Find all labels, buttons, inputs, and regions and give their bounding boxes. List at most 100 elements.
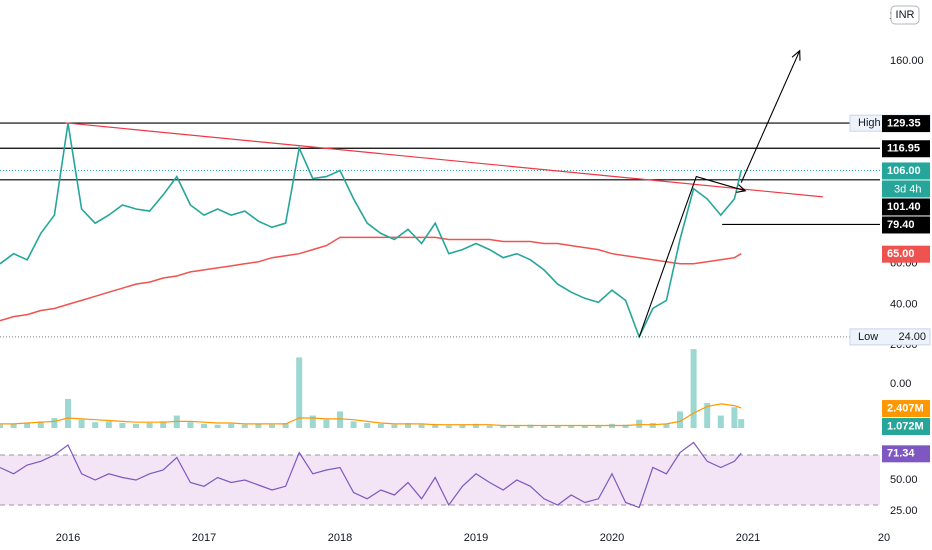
tag-label: 101.40 xyxy=(887,201,921,213)
volume-bar xyxy=(527,424,534,428)
volume-bar xyxy=(37,421,44,428)
price-tag: 1.072M xyxy=(882,418,930,436)
rsi-band xyxy=(0,455,880,505)
tag-label: 71.34 xyxy=(887,448,915,460)
tag-label: 1.072M xyxy=(887,420,924,432)
volume-bar xyxy=(51,418,58,428)
tag-box xyxy=(882,400,930,418)
x-tick-label: 2021 xyxy=(736,532,760,544)
moving-average xyxy=(0,236,742,322)
tag-box xyxy=(882,140,930,158)
rsi-tick-label: 25.00 xyxy=(890,505,918,517)
tag-label: 65.00 xyxy=(887,248,915,260)
x-tick-label: 2019 xyxy=(464,532,488,544)
volume-bar xyxy=(214,424,221,428)
arrow-head xyxy=(791,49,801,61)
tag-box xyxy=(882,245,930,263)
volume-bar xyxy=(296,357,303,428)
low-value: 24.00 xyxy=(898,331,926,343)
swing-path xyxy=(638,175,746,338)
volume-bar xyxy=(405,423,411,428)
volume-bar xyxy=(581,425,588,428)
y-tick-label: 40.00 xyxy=(890,298,918,310)
tag-box xyxy=(882,115,930,133)
volume-bar xyxy=(418,424,425,428)
currency[interactable]: INR xyxy=(896,9,915,21)
volume-bar xyxy=(649,423,656,428)
volume-bar xyxy=(459,424,466,428)
volume-bar xyxy=(377,423,384,428)
volume-bar xyxy=(364,423,371,428)
volume-bar xyxy=(704,403,711,428)
volume-bar xyxy=(622,424,629,428)
volume-bar xyxy=(337,411,343,428)
volume-bar xyxy=(323,419,330,428)
volume-bar xyxy=(486,425,493,428)
price-tag: 65.00 xyxy=(882,245,930,263)
volume-bar xyxy=(391,424,398,428)
tag-box xyxy=(882,445,930,463)
volume-bar xyxy=(78,419,85,428)
tag-box xyxy=(882,216,930,234)
volume-bar xyxy=(717,415,724,428)
tag-label: 79.40 xyxy=(887,219,915,231)
volume-bar xyxy=(445,425,452,428)
volume-bar xyxy=(473,423,479,428)
rsi-line xyxy=(0,441,742,509)
volume-bar xyxy=(350,421,357,428)
volume-bar xyxy=(24,423,31,428)
arrow-head xyxy=(736,184,747,193)
volume-ma xyxy=(0,403,742,427)
volume-bar xyxy=(146,423,153,428)
price-line xyxy=(0,123,742,339)
volume-bar xyxy=(133,423,139,428)
volume-bar xyxy=(160,421,167,428)
clipped-label: 0.00 xyxy=(890,378,911,390)
x-tick-label: 2018 xyxy=(328,532,352,544)
currency-badge[interactable] xyxy=(890,5,920,25)
volume-bar xyxy=(432,423,439,428)
volume-bar xyxy=(92,422,99,428)
x-tick-label: 2016 xyxy=(56,532,80,544)
volume-bar xyxy=(636,419,643,428)
arrow xyxy=(740,50,801,183)
price-tag: 129.35 xyxy=(882,115,930,133)
volume-bar xyxy=(255,423,262,428)
price-tag: 106.00 3d 4h xyxy=(882,162,930,198)
tag-label: 106.00 xyxy=(887,165,921,177)
volume-bar xyxy=(10,423,17,428)
volume-bar xyxy=(500,425,507,428)
price-tag: 79.40 xyxy=(882,216,930,234)
x-tick-label: 20 xyxy=(878,532,890,544)
x-tick-label: 2020 xyxy=(600,532,624,544)
tag-label: 2.407M xyxy=(887,402,924,414)
price-tag: 101.40 xyxy=(882,198,930,216)
low-box xyxy=(849,328,931,346)
volume-bar xyxy=(65,398,71,428)
price-tag: 116.95 xyxy=(882,140,930,158)
volume-bar xyxy=(554,425,561,428)
volume-bar xyxy=(241,424,248,428)
volume-bar xyxy=(731,407,738,428)
volume-bar xyxy=(309,415,316,428)
volume-bar xyxy=(228,423,235,428)
low-label: Low xyxy=(858,331,878,343)
tag-label: 129.35 xyxy=(887,117,921,129)
volume-bar xyxy=(541,425,547,428)
plot xyxy=(0,49,880,509)
countdown: 3d 4h xyxy=(894,183,922,195)
volume-bar xyxy=(690,349,697,428)
volume-bar xyxy=(677,411,683,428)
tag-box xyxy=(882,418,930,436)
high-label: High xyxy=(858,117,881,129)
volume-bar xyxy=(663,423,670,428)
volume-bar xyxy=(0,424,3,428)
volume-bar xyxy=(119,423,126,428)
price-tag: 2.407M xyxy=(882,400,930,418)
volume-bar xyxy=(201,423,207,428)
volume-bar xyxy=(105,421,112,428)
rsi-tick-label: 50.00 xyxy=(890,474,918,486)
tag-box xyxy=(882,198,930,216)
countdown-box xyxy=(882,180,930,198)
